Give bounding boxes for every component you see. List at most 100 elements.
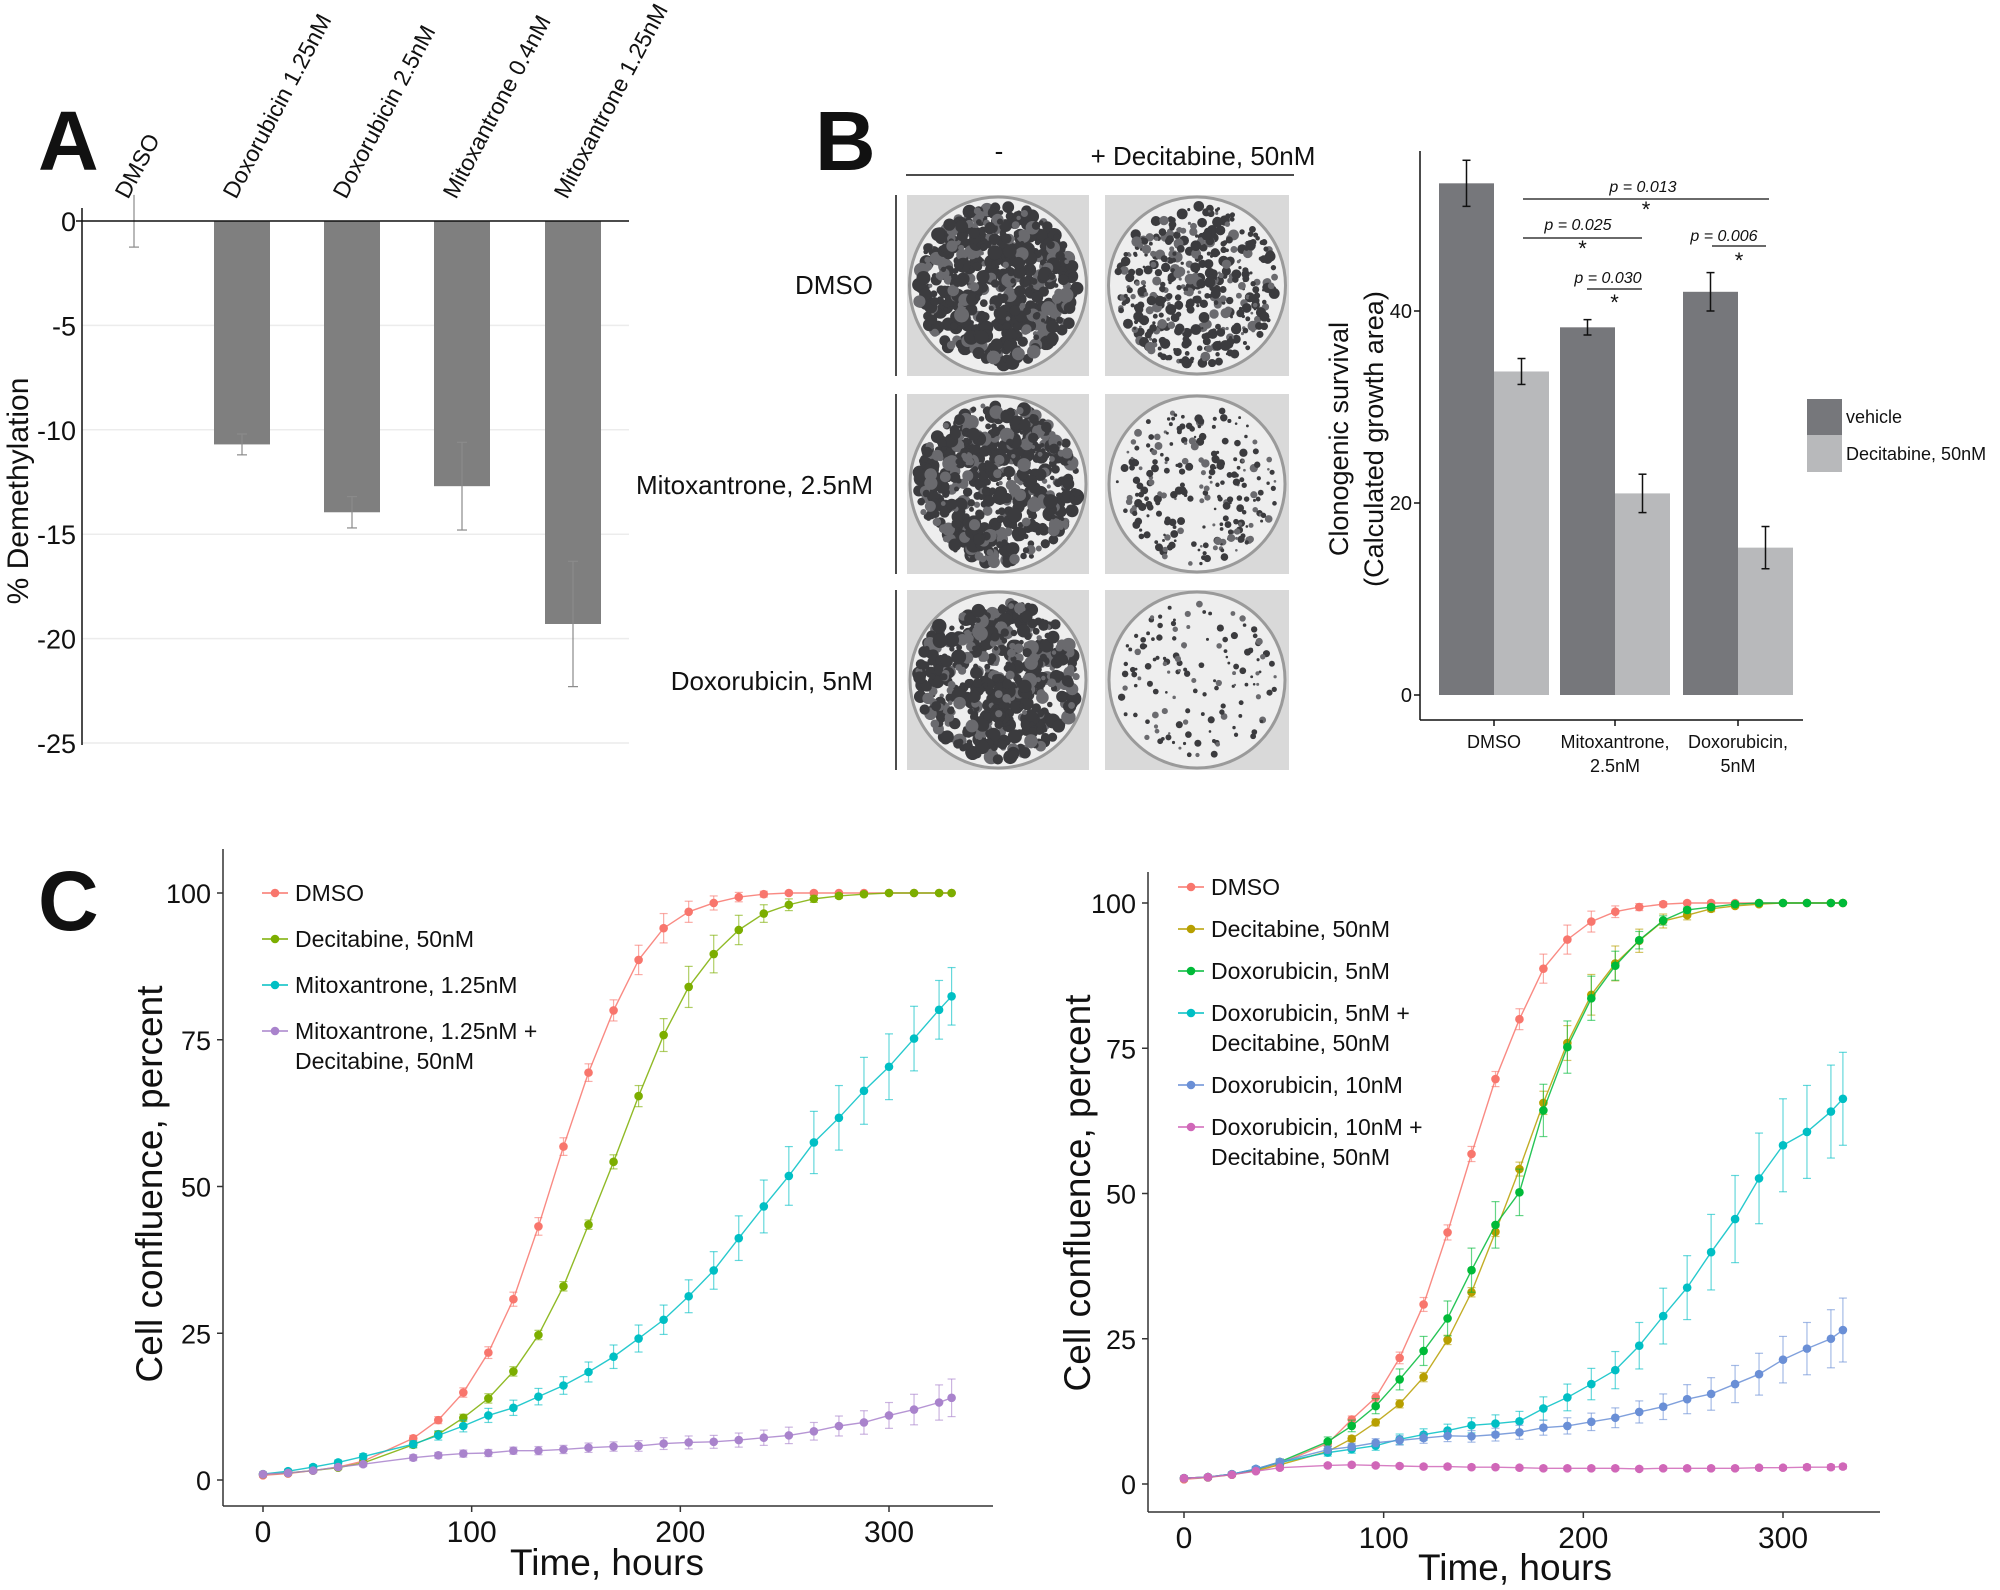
y-tick-label: -20 xyxy=(37,625,76,655)
data-point xyxy=(509,1294,518,1304)
colony xyxy=(999,427,1014,443)
colony xyxy=(1205,345,1213,353)
colony xyxy=(983,495,995,507)
data-point xyxy=(1826,1334,1836,1344)
data-point xyxy=(1539,964,1548,973)
colony xyxy=(1123,661,1129,667)
colony xyxy=(1167,670,1171,674)
colony xyxy=(1160,492,1167,499)
colony xyxy=(982,506,993,516)
panel-letter-a: A xyxy=(38,94,99,188)
data-point xyxy=(1778,898,1788,908)
legend-label: Decitabine, 50nM xyxy=(1211,916,1390,942)
data-point xyxy=(534,1446,543,1455)
colony xyxy=(1227,418,1232,424)
colony xyxy=(1234,439,1241,447)
p-value-label: p = 0.013 xyxy=(1608,179,1676,196)
colony xyxy=(1202,525,1206,529)
colony xyxy=(1027,497,1042,513)
colony xyxy=(1219,295,1227,303)
colony xyxy=(1238,700,1244,706)
panel-b-y-axis-title-line1: Clonogenic survival xyxy=(1324,322,1354,556)
colony xyxy=(1240,332,1244,336)
colony xyxy=(1209,309,1219,319)
colony xyxy=(1188,561,1193,566)
colony xyxy=(990,423,997,429)
colony xyxy=(974,252,980,258)
colony xyxy=(1128,647,1133,652)
colony xyxy=(1229,501,1232,505)
colony xyxy=(1146,514,1150,518)
data-point xyxy=(1371,1461,1380,1470)
data-point xyxy=(1515,1188,1524,1197)
data-point xyxy=(358,1452,368,1461)
colony xyxy=(1207,716,1215,724)
colony xyxy=(1154,540,1159,544)
colony xyxy=(1024,709,1038,722)
data-point xyxy=(1754,898,1764,908)
colony xyxy=(1263,246,1269,252)
colony xyxy=(1231,269,1242,280)
colony xyxy=(1123,508,1128,514)
colony xyxy=(1022,710,1028,716)
data-point xyxy=(509,1446,518,1455)
colony xyxy=(1255,694,1262,700)
bar xyxy=(214,221,270,445)
colony xyxy=(1216,461,1225,470)
data-point xyxy=(408,1453,418,1462)
data-point xyxy=(834,1421,844,1431)
data-point xyxy=(433,1431,443,1440)
colony xyxy=(1273,675,1277,679)
colony xyxy=(1054,479,1062,488)
series-line xyxy=(1183,1329,1844,1479)
colony xyxy=(1211,455,1220,464)
colony xyxy=(1123,293,1128,298)
colony xyxy=(920,509,927,516)
colony xyxy=(1144,662,1152,670)
colony xyxy=(1173,413,1178,417)
y-tick-label: -10 xyxy=(37,416,76,446)
category-label: Doxorubicin 1.25nM xyxy=(217,10,336,203)
colony xyxy=(1053,233,1061,242)
data-point xyxy=(1491,1430,1500,1439)
colony xyxy=(1185,708,1191,714)
colony xyxy=(1215,225,1226,236)
colony xyxy=(1032,454,1041,463)
data-point xyxy=(1395,1399,1404,1409)
colony xyxy=(1163,662,1167,666)
colony xyxy=(1179,482,1185,488)
colony xyxy=(930,328,939,337)
data-point xyxy=(1443,1431,1452,1441)
colony xyxy=(1005,725,1011,731)
colony xyxy=(942,535,950,543)
colony xyxy=(1232,478,1241,486)
colony xyxy=(1030,213,1036,220)
legend-label: Doxorubicin, 10nM + xyxy=(1211,1114,1423,1140)
colony xyxy=(1064,678,1074,688)
data-point xyxy=(1778,1140,1788,1150)
colony xyxy=(969,282,980,292)
colony xyxy=(1150,261,1157,268)
colony xyxy=(1128,268,1136,276)
colony xyxy=(1235,335,1241,340)
colony xyxy=(1248,522,1254,528)
colony xyxy=(1213,679,1217,683)
data-point xyxy=(859,1418,869,1427)
data-point xyxy=(484,1448,493,1458)
colony xyxy=(1225,213,1231,220)
colony xyxy=(991,674,1001,683)
colony xyxy=(1115,480,1119,484)
colony xyxy=(1263,284,1267,288)
data-point xyxy=(759,1202,769,1211)
colony xyxy=(1154,236,1159,241)
colony xyxy=(1231,471,1238,478)
colony xyxy=(984,663,991,670)
colony xyxy=(993,660,999,667)
colony xyxy=(1243,279,1246,283)
colony xyxy=(988,233,1001,246)
colony xyxy=(1009,553,1020,565)
data-point xyxy=(1838,1462,1848,1471)
colony xyxy=(1121,301,1127,306)
colony xyxy=(1221,266,1231,276)
data-point xyxy=(509,1367,518,1376)
